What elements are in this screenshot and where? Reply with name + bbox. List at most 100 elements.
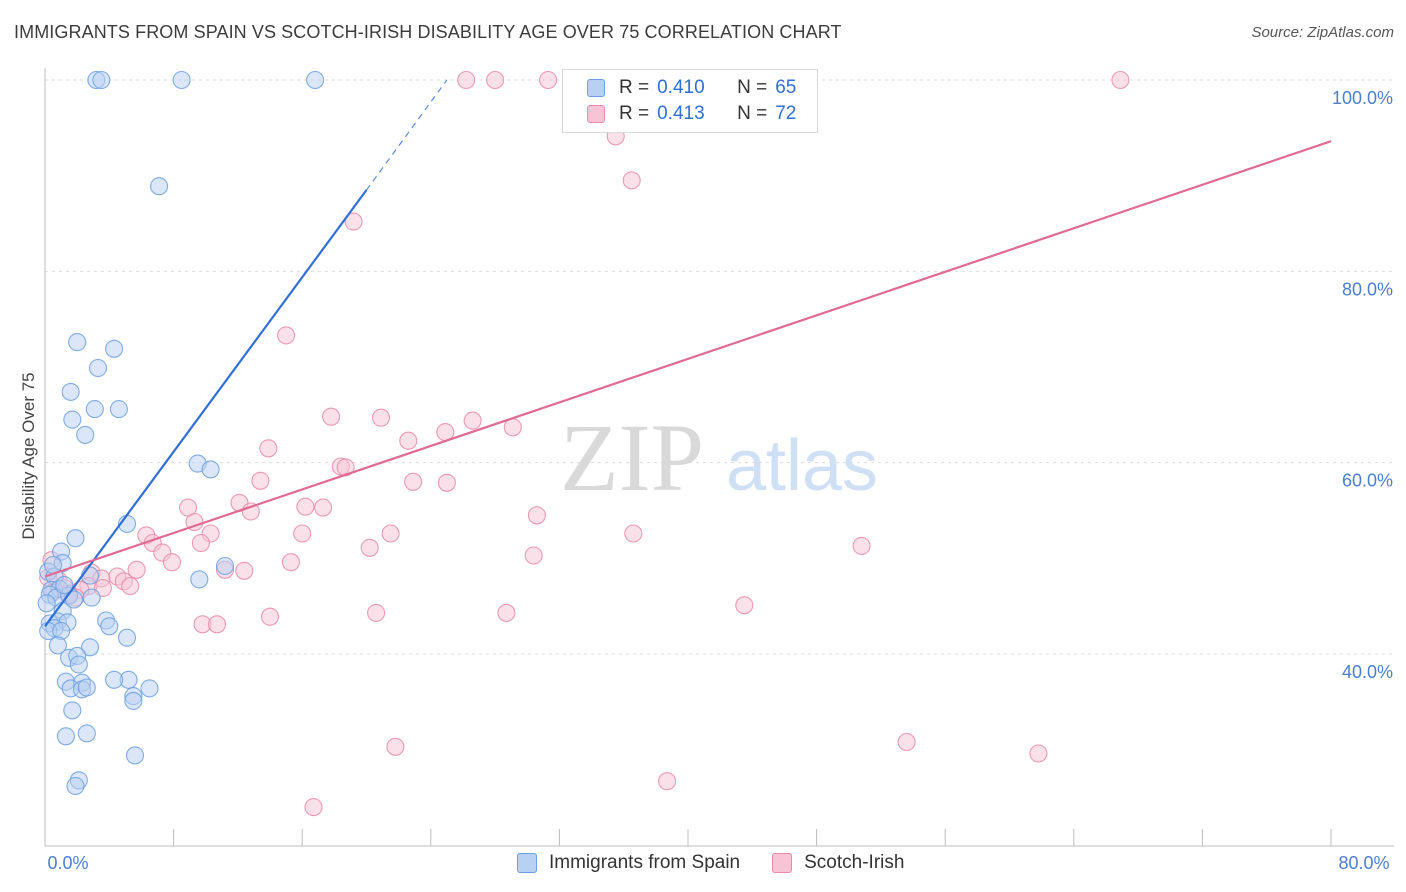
scotch-irish-point xyxy=(1111,70,1130,90)
spain-point xyxy=(76,425,95,444)
scotch-irish-point xyxy=(344,212,363,231)
spain-point xyxy=(55,576,74,595)
spain-point xyxy=(190,570,209,589)
scotch-irish-point xyxy=(622,171,641,190)
legend-label-scotch-irish: Scotch-Irish xyxy=(804,852,905,873)
legend-n-value: 65 xyxy=(775,77,797,98)
spain-point xyxy=(77,724,96,743)
legend-r-label: R = xyxy=(619,77,650,98)
y-tick-label: 60.0% xyxy=(1342,471,1393,491)
scotch-irish-point xyxy=(539,70,558,90)
spain-point xyxy=(61,382,80,401)
spain-point xyxy=(92,70,111,90)
legend-n-value: 72 xyxy=(775,103,797,124)
scotch-irish-point xyxy=(296,497,315,516)
scotch-irish-point xyxy=(404,472,423,491)
y-tick-label: 40.0% xyxy=(1342,662,1393,682)
legend-row-scotch-irish: R = 0.413 N = 72 xyxy=(587,103,796,125)
spain-point xyxy=(109,400,128,419)
spain-point xyxy=(37,594,56,613)
scotch-irish-point xyxy=(897,732,916,752)
y-axis-label: Disability Age Over 75 xyxy=(19,372,38,539)
scotch-irish-point xyxy=(251,471,270,490)
spain-point xyxy=(125,746,145,765)
spain-point xyxy=(306,70,325,90)
spain-point xyxy=(105,339,124,358)
scotch-irish-point xyxy=(463,411,482,430)
legend-n-label: N = xyxy=(737,103,768,124)
scotch-irish-point xyxy=(852,536,871,555)
legend-item-spain[interactable]: Immigrants from Spain xyxy=(517,852,740,874)
legend-r-value: 0.413 xyxy=(657,103,705,124)
scotch-irish-point xyxy=(314,498,333,517)
spain-point xyxy=(140,679,159,698)
scotch-irish-point xyxy=(399,431,418,450)
y-tick-label: 80.0% xyxy=(1342,279,1393,299)
scotch-irish-point xyxy=(386,737,405,756)
y-tick-labels: 40.0% 60.0% 80.0% 100.0% xyxy=(1332,88,1393,682)
watermark-zip: ZIP xyxy=(560,404,704,511)
spain-point xyxy=(56,727,75,746)
x-tick-label-min: 0.0% xyxy=(47,853,88,873)
legend-r-label: R = xyxy=(619,103,650,124)
legend-label-spain: Immigrants from Spain xyxy=(549,852,741,873)
scotch-irish-point xyxy=(1029,744,1048,763)
legend-swatch-blue xyxy=(587,79,605,97)
scotch-irish-point xyxy=(162,553,182,572)
watermark-atlas: atlas xyxy=(726,426,878,506)
scotch-irish-point xyxy=(260,607,280,626)
scotch-irish-point xyxy=(127,560,146,579)
spain-point xyxy=(82,588,101,607)
correlation-legend: R = 0.410 N = 65 R = 0.413 N = 72 xyxy=(562,69,818,133)
scotch-irish-point xyxy=(658,772,677,791)
legend-swatch-blue xyxy=(517,853,537,873)
scotch-irish-point xyxy=(322,407,341,426)
series-legend: Immigrants from Spain Scotch-Irish xyxy=(517,852,936,874)
spain-point xyxy=(80,638,100,657)
legend-swatch-pink xyxy=(587,105,605,123)
spain-point xyxy=(66,529,85,548)
scotch-irish-point xyxy=(259,439,278,458)
spain-point xyxy=(105,670,124,689)
spain-point xyxy=(150,177,169,196)
scotch-irish-point xyxy=(503,418,522,437)
scotch-irish-point xyxy=(624,524,643,543)
source-label: Source: ZipAtlas.com xyxy=(1251,24,1394,41)
scotch-irish-point xyxy=(527,506,546,525)
spain-point xyxy=(172,70,191,90)
spain-point xyxy=(69,655,88,674)
scotch-irish-point xyxy=(486,70,505,90)
spain-point xyxy=(215,556,235,576)
axes xyxy=(44,68,1394,847)
scotch-irish-point xyxy=(367,603,386,622)
spain-point xyxy=(85,400,104,419)
scotch-irish-point xyxy=(235,561,254,580)
spain-points xyxy=(37,70,325,796)
spain-point xyxy=(201,460,220,479)
scotch-irish-point xyxy=(277,326,296,345)
scotch-irish-point xyxy=(381,524,400,543)
legend-item-scotch-irish[interactable]: Scotch-Irish xyxy=(772,852,904,874)
spain-point xyxy=(48,636,67,655)
spain-point xyxy=(80,566,100,585)
scotch-irish-point xyxy=(304,798,323,817)
scotch-irish-point xyxy=(293,524,312,543)
spain-point xyxy=(117,628,137,647)
chart-title: IMMIGRANTS FROM SPAIN VS SCOTCH-IRISH DI… xyxy=(14,22,842,42)
spain-point xyxy=(124,691,143,710)
scotch-irish-point xyxy=(735,596,754,615)
spain-point xyxy=(68,333,87,352)
scotch-irish-point xyxy=(121,577,140,596)
scotch-irish-point xyxy=(437,473,456,492)
scotch-irish-point xyxy=(457,70,476,90)
spain-point xyxy=(66,776,85,796)
scotch-irish-point xyxy=(360,538,379,557)
spain-point xyxy=(63,701,82,720)
legend-r-value: 0.410 xyxy=(657,77,705,98)
spain-point xyxy=(100,617,119,636)
spain-point xyxy=(88,358,108,378)
legend-n-label: N = xyxy=(737,77,768,98)
scotch-irish-point xyxy=(191,533,210,553)
spain-point xyxy=(63,410,82,429)
